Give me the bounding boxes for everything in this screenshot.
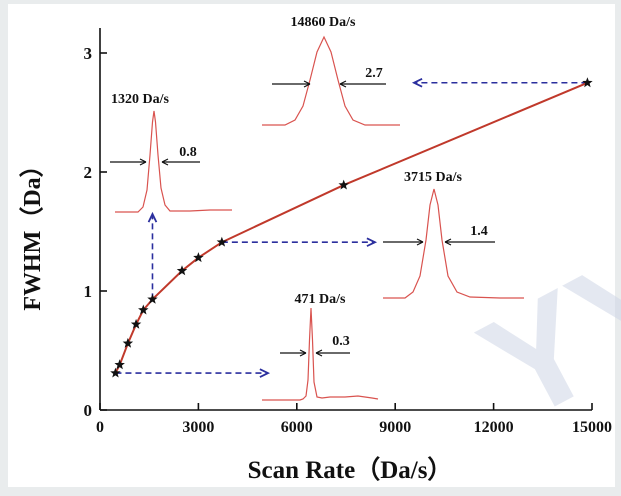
- y-tick-label: 2: [84, 163, 93, 182]
- inset-471: 471 Da/s 0.3: [262, 292, 379, 401]
- inset-rate-label-1320: 1320 Da/s: [111, 92, 170, 107]
- data-point-star: [138, 304, 149, 315]
- data-point-star: [216, 236, 228, 247]
- peak-curve-14860: [262, 35, 400, 126]
- fwhm-arrowhead-left-14860: [303, 80, 311, 88]
- y-tick-label: 3: [84, 44, 93, 63]
- data-point-star: [110, 367, 121, 378]
- guide-arrow-1320-head: [147, 211, 158, 223]
- x-tick-label: 15000: [572, 419, 612, 436]
- inset-14860: 14860 Da/s 2.7: [262, 15, 400, 126]
- guide-arrows: [115, 78, 588, 378]
- axes: [99, 28, 592, 411]
- x-tick-label: 3000: [182, 419, 214, 436]
- inset-3715: 3715 Da/s 1.4: [383, 170, 524, 299]
- inset-fwhm-label-14860: 2.7: [365, 66, 383, 81]
- fwhm-arrowhead-right-3715: [444, 238, 452, 246]
- x-axis-label: Scan Rate（Da/s）: [248, 455, 453, 484]
- data-point-star: [338, 179, 349, 190]
- fwhm-arrowhead-right-14860: [339, 80, 347, 88]
- y-tick-label: 1: [84, 282, 93, 301]
- data-point-star: [147, 293, 158, 304]
- inset-fwhm-label-471: 0.3: [332, 334, 350, 349]
- data-point-star: [193, 252, 204, 263]
- y-tick-label: 0: [84, 401, 93, 420]
- fwhm-arrowhead-right-471: [315, 349, 323, 357]
- x-tick-label: 9000: [379, 419, 411, 436]
- inset-fwhm-label-3715: 1.4: [470, 224, 488, 239]
- guide-arrow-471-head: [259, 368, 271, 378]
- inset-rate-label-3715: 3715 Da/s: [404, 170, 463, 185]
- x-tick-label: 6000: [281, 419, 313, 436]
- fwhm-arrowhead-left-471: [299, 349, 307, 357]
- data-point-star: [582, 77, 593, 88]
- data-markers: [110, 77, 593, 378]
- y-axis-label: FWHM（Da）: [19, 153, 46, 310]
- guide-arrow-3715-head: [366, 237, 378, 247]
- fwhm-arrowhead-left-1320: [139, 158, 147, 166]
- peak-insets: 471 Da/s 0.3 1320 Da/s 0.8 3715 Da/s: [110, 15, 524, 401]
- fwhm-arrowhead-left-3715: [416, 238, 424, 246]
- inset-rate-label-14860: 14860 Da/s: [291, 15, 357, 30]
- x-tick-label: 12000: [474, 419, 514, 436]
- peak-curve-471: [262, 307, 379, 401]
- data-point-star: [114, 359, 125, 370]
- plot-background: [8, 4, 615, 487]
- fwhm-arrowhead-right-1320: [161, 158, 169, 166]
- y-ticks: 0 1 2 3: [84, 44, 107, 420]
- x-tick-label: 0: [96, 419, 104, 436]
- peak-curve-1320: [115, 110, 232, 213]
- inset-rate-label-471: 471 Da/s: [295, 292, 347, 307]
- guide-arrow-14860-head: [411, 78, 423, 88]
- x-ticks: 0 3000 6000 9000 12000 15000: [96, 403, 612, 436]
- data-point-star: [122, 337, 134, 348]
- peak-curve-3715: [383, 188, 524, 299]
- data-point-star: [176, 265, 188, 276]
- data-point-star: [130, 318, 142, 329]
- inset-1320: 1320 Da/s 0.8: [110, 92, 232, 213]
- inset-fwhm-label-1320: 0.8: [179, 145, 197, 160]
